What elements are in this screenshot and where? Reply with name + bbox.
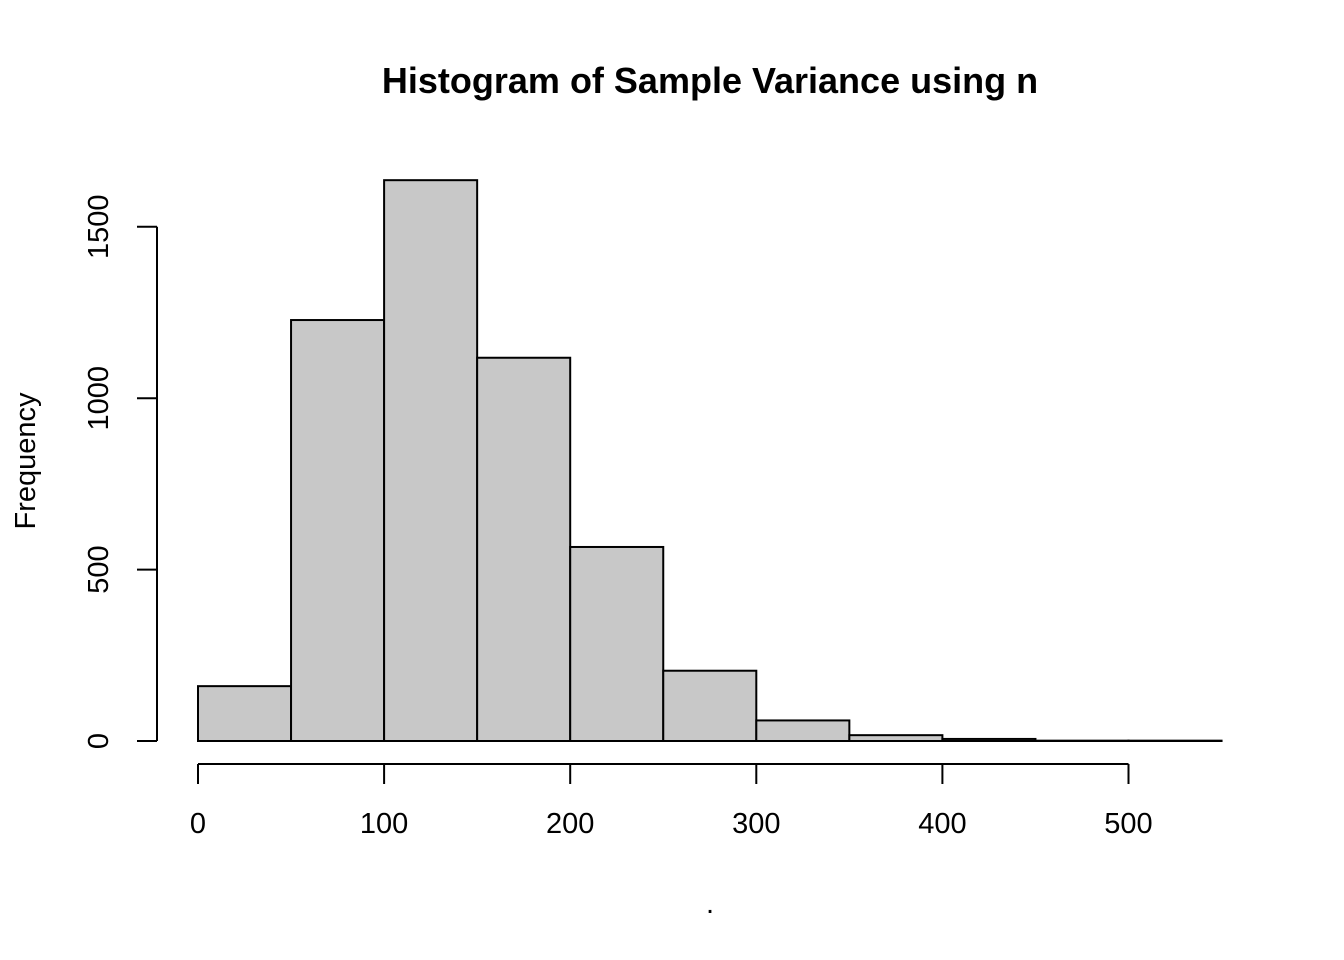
x-axis: 0 100 200 300 400 500 [190, 763, 1153, 840]
x-axis-label: . [706, 888, 714, 920]
x-tick-label: 100 [360, 808, 408, 840]
x-tick-label: 400 [918, 808, 966, 840]
y-tick-label: 1000 [83, 366, 115, 431]
y-axis-label: Frequency [10, 392, 42, 530]
x-tick-label: 300 [732, 808, 780, 840]
x-tick-label: 500 [1104, 808, 1152, 840]
histogram-bar [383, 179, 479, 742]
histogram-bar [569, 545, 665, 743]
histogram-bar [290, 319, 386, 742]
chart-title: Histogram of Sample Variance using n [382, 60, 1038, 101]
histogram-bar [476, 356, 572, 742]
y-tick-label: 500 [83, 545, 115, 593]
y-tick-label: 1500 [83, 195, 115, 260]
histogram-bar [941, 737, 1037, 742]
histogram-bar [755, 719, 851, 743]
x-tick-label: 0 [190, 808, 206, 840]
y-tick-label: 0 [83, 733, 115, 749]
histogram-bars [197, 179, 1223, 743]
x-tick-label: 200 [546, 808, 594, 840]
histogram-bar [197, 685, 293, 742]
histogram-bar [848, 734, 944, 743]
histogram-bar [662, 669, 758, 743]
y-axis: 0 500 1000 1500 [83, 195, 158, 749]
